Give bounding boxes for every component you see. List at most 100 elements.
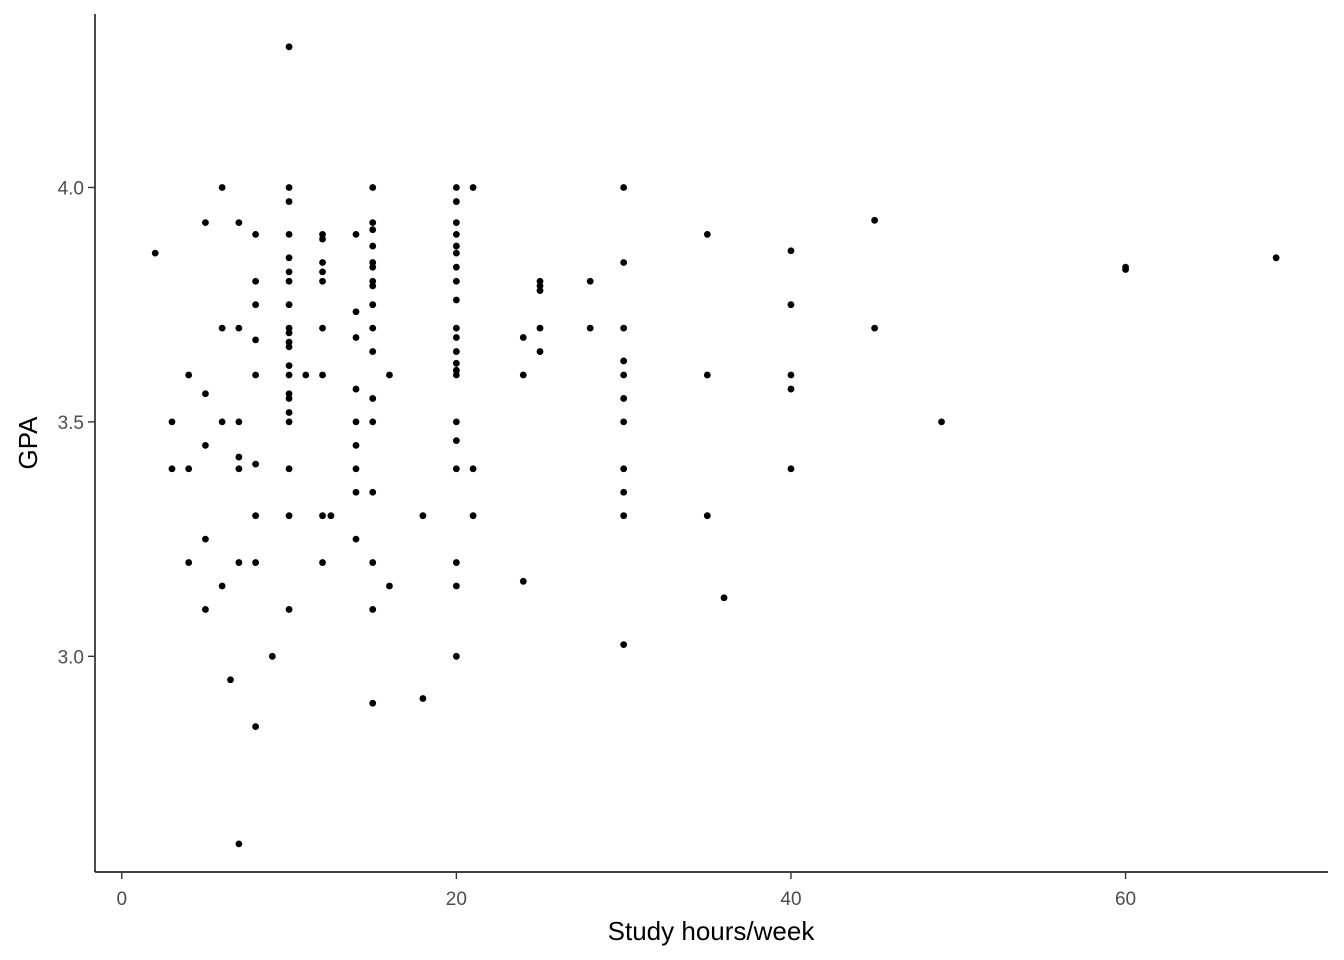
data-point — [620, 488, 628, 496]
data-point — [787, 465, 795, 473]
data-point — [285, 301, 293, 309]
data-point — [319, 559, 326, 566]
data-point — [386, 582, 393, 590]
y-ticks: 3.0 3.5 4.0 — [58, 178, 95, 668]
data-point — [620, 512, 628, 520]
data-point — [369, 219, 377, 227]
data-point — [369, 488, 377, 496]
y-tick-label: 4.0 — [58, 178, 84, 199]
data-point — [285, 338, 293, 346]
data-point — [268, 652, 276, 660]
data-point — [202, 441, 209, 449]
data-point — [327, 512, 335, 520]
data-point — [252, 371, 260, 379]
data-point — [871, 216, 879, 224]
y-tick-label: 3.0 — [58, 647, 84, 668]
data-point — [319, 259, 326, 266]
data-point — [536, 287, 544, 295]
data-point — [352, 418, 360, 426]
data-point — [227, 676, 234, 684]
data-point — [285, 371, 293, 379]
data-point — [302, 371, 310, 379]
data-point — [369, 418, 377, 426]
data-point — [285, 184, 293, 191]
data-point — [536, 282, 544, 290]
y-tick-label: 3.5 — [58, 413, 84, 434]
data-point — [787, 301, 795, 309]
data-point — [202, 390, 209, 398]
data-point — [185, 465, 193, 473]
data-point — [319, 277, 326, 285]
data-point — [369, 184, 377, 191]
data-point — [352, 334, 360, 341]
data-point — [620, 641, 628, 649]
data-point — [452, 652, 460, 660]
data-point — [235, 559, 243, 566]
data-point — [452, 324, 460, 332]
data-point — [620, 371, 628, 379]
data-point — [319, 371, 326, 379]
data-point — [252, 301, 260, 309]
data-point — [452, 559, 460, 566]
data-point — [285, 409, 293, 416]
data-point — [369, 277, 377, 285]
data-point — [452, 263, 460, 271]
data-point — [352, 488, 360, 496]
x-tick-label: 60 — [1115, 889, 1136, 910]
data-point — [352, 385, 360, 393]
data-point — [536, 324, 544, 332]
data-point — [352, 535, 360, 543]
data-point — [787, 371, 795, 379]
data-point — [369, 606, 377, 613]
data-point — [586, 324, 594, 332]
data-point — [452, 348, 460, 355]
data-point — [452, 418, 460, 426]
data-point — [252, 277, 260, 285]
data-point — [452, 219, 460, 227]
data-point — [285, 418, 293, 426]
data-point — [285, 465, 293, 473]
data-point — [703, 230, 711, 238]
data-points — [151, 43, 1280, 848]
data-point — [285, 198, 293, 205]
data-point — [252, 723, 260, 731]
data-point — [285, 512, 293, 520]
data-point — [1272, 254, 1280, 262]
x-tick-label: 40 — [780, 889, 801, 910]
data-point — [218, 184, 226, 191]
data-point — [168, 418, 176, 426]
data-point — [352, 441, 360, 449]
data-point — [319, 268, 326, 276]
data-point — [620, 418, 628, 426]
data-point — [252, 559, 260, 566]
data-point — [452, 437, 460, 445]
data-point — [285, 268, 293, 276]
data-point — [285, 395, 293, 402]
data-point — [452, 296, 460, 304]
data-point — [452, 582, 460, 590]
data-point — [352, 465, 360, 473]
data-point — [452, 366, 460, 374]
data-point — [452, 184, 460, 191]
data-point — [369, 324, 377, 332]
data-point — [252, 512, 260, 520]
data-point — [536, 348, 544, 355]
data-point — [452, 198, 460, 205]
data-point — [452, 334, 460, 341]
data-point — [620, 324, 628, 332]
data-point — [235, 324, 243, 332]
data-point — [620, 259, 628, 266]
data-point — [369, 348, 377, 355]
data-point — [252, 460, 260, 468]
data-point — [252, 336, 260, 344]
data-point — [352, 308, 360, 316]
data-point — [787, 385, 795, 393]
x-ticks: 0 20 40 60 — [116, 872, 1136, 910]
data-point — [369, 263, 377, 271]
data-point — [369, 301, 377, 309]
data-point — [202, 535, 209, 543]
data-point — [620, 357, 628, 365]
data-point — [369, 242, 377, 250]
data-point — [151, 249, 159, 257]
